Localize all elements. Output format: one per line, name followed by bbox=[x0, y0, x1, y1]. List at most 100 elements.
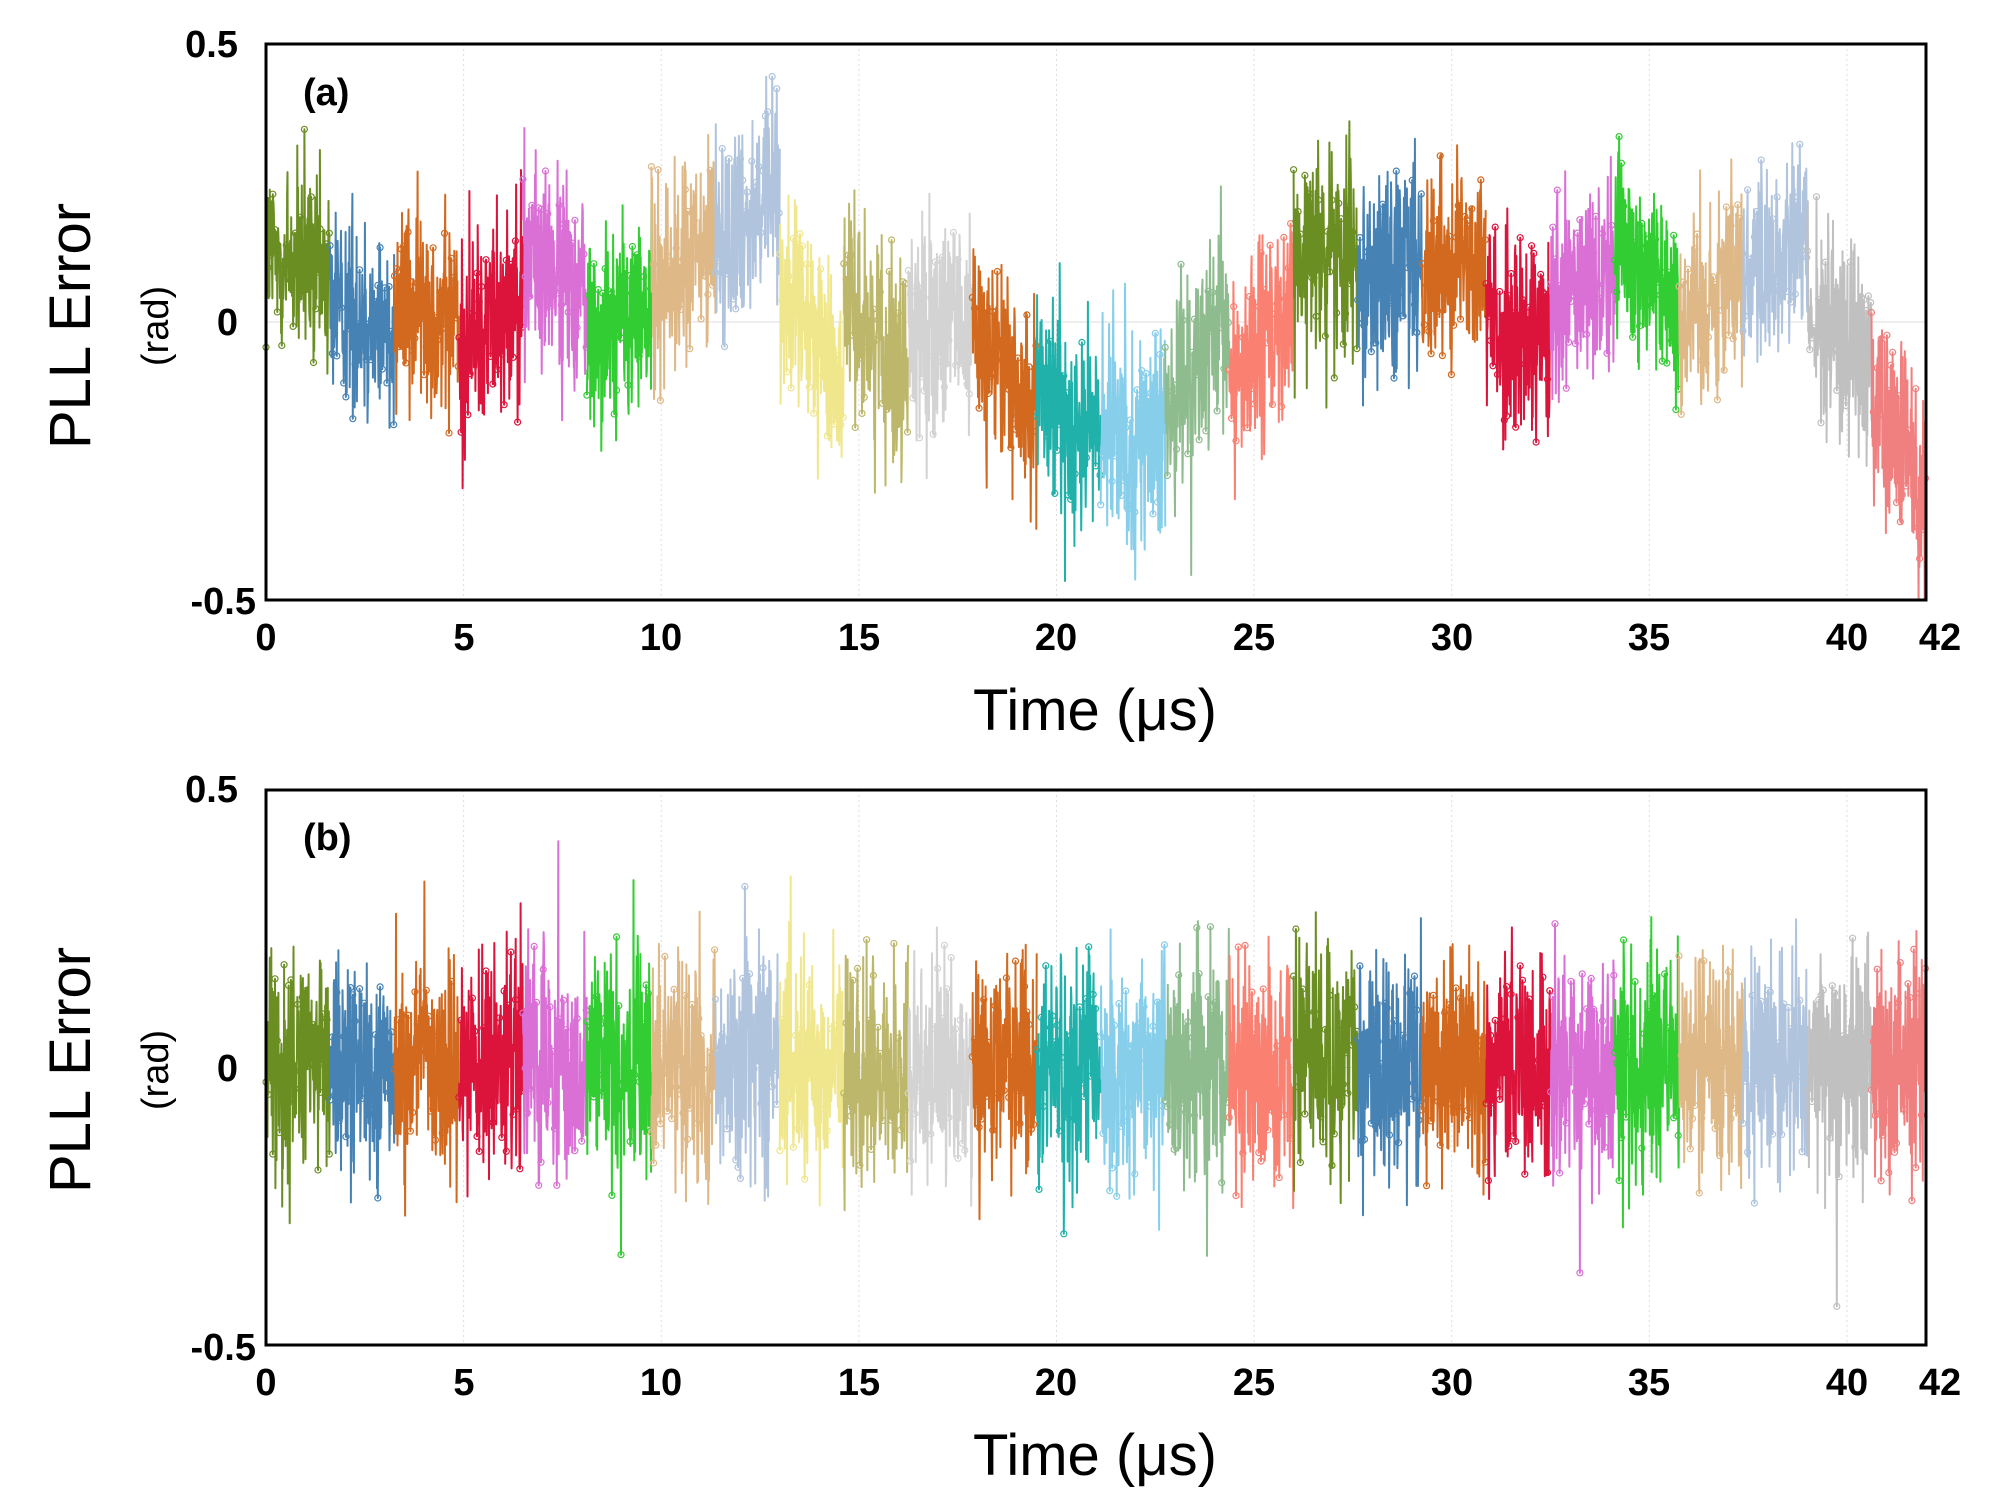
chart-a-data-point bbox=[550, 272, 559, 280]
chart-b-data-point bbox=[1677, 1051, 1685, 1060]
chart-a-data-point bbox=[493, 365, 501, 373]
chart-a-data-point bbox=[1415, 253, 1423, 261]
chart-a-data-point bbox=[847, 251, 855, 259]
chart-b-data-point bbox=[1055, 1127, 1063, 1135]
chart-a-data-point bbox=[1564, 338, 1573, 346]
chart-a-data-point bbox=[1225, 366, 1233, 374]
chart-b-series-segment bbox=[455, 902, 526, 1198]
chart-b-data-point bbox=[1784, 1003, 1793, 1012]
chart-b-data-point bbox=[1261, 1067, 1270, 1075]
chart-b-data-point bbox=[1397, 1053, 1405, 1062]
chart-b-data-point bbox=[1009, 1053, 1017, 1061]
chart-a-data-point bbox=[954, 255, 962, 264]
chart-a-data-point bbox=[654, 166, 662, 174]
chart-b-data-point bbox=[759, 964, 767, 972]
chart-b-data-point bbox=[1541, 1102, 1549, 1110]
chart-b-data-point bbox=[413, 1020, 421, 1028]
chart-b-data-point bbox=[1894, 999, 1903, 1007]
chart-a-data-point bbox=[1651, 236, 1660, 244]
chart-a-data-point bbox=[1716, 270, 1724, 278]
chart-a-series-line bbox=[265, 128, 331, 375]
chart-b-data-point bbox=[1168, 1056, 1176, 1064]
chart-a-data-point bbox=[498, 350, 506, 358]
chart-a-x-tick-label: 30 bbox=[1431, 617, 1473, 659]
chart-b-data-point bbox=[665, 1062, 674, 1070]
chart-a-data-point bbox=[1725, 331, 1733, 339]
chart-b-data-point bbox=[1131, 1170, 1139, 1178]
chart-a-data-point bbox=[571, 216, 579, 224]
chart-b-data-point bbox=[1902, 1088, 1910, 1097]
chart-a-data-point bbox=[580, 250, 588, 258]
chart-a-data-point bbox=[1388, 299, 1396, 307]
chart-b-data-point bbox=[1197, 1031, 1205, 1039]
chart-b-data-point bbox=[1624, 1032, 1632, 1041]
chart-a-data-point bbox=[883, 405, 891, 413]
chart-b-data-point bbox=[1589, 1005, 1598, 1013]
chart-b-data-point bbox=[342, 1133, 350, 1141]
chart-b-data-point bbox=[1871, 1111, 1879, 1120]
chart-b-data-point bbox=[1014, 1086, 1022, 1095]
chart-a-data-point bbox=[431, 314, 439, 322]
chart-b-data-point bbox=[656, 1120, 665, 1128]
chart-a-data-point bbox=[773, 85, 781, 93]
chart-a-data-point bbox=[539, 232, 547, 240]
chart-b-data-point bbox=[1299, 985, 1307, 993]
chart-b-data-point bbox=[933, 964, 942, 973]
chart-b-data-point bbox=[1268, 1051, 1277, 1059]
chart-a-data-point bbox=[427, 301, 435, 309]
chart-b-data-point bbox=[1848, 934, 1857, 942]
chart-a-data-point bbox=[750, 199, 758, 207]
chart-a-data-point bbox=[1645, 235, 1653, 243]
chart-b-data-point bbox=[331, 1091, 339, 1099]
chart-b-data-point bbox=[832, 1030, 840, 1038]
chart-b-data-point bbox=[821, 1054, 829, 1063]
chart-b-data-point bbox=[1468, 1066, 1476, 1074]
chart-b-data-point bbox=[546, 1003, 554, 1011]
chart-b-data-point bbox=[1709, 1054, 1717, 1062]
chart-a-data-point bbox=[502, 256, 510, 264]
chart-b-data-point bbox=[954, 1154, 962, 1162]
chart-b-data-point bbox=[1459, 1061, 1467, 1070]
chart-b-data-point bbox=[931, 1025, 940, 1033]
chart-a-data-point bbox=[1828, 348, 1836, 356]
chart-b-data-point bbox=[376, 983, 384, 991]
chart-b-data-point bbox=[1904, 980, 1912, 988]
chart-b-data-point bbox=[977, 1115, 986, 1123]
chart-b-data-point bbox=[1418, 1106, 1426, 1114]
chart-b-data-point bbox=[681, 991, 689, 1000]
chart-a-series bbox=[262, 72, 1930, 601]
chart-b-data-point bbox=[911, 1110, 919, 1118]
chart-a-data-point bbox=[885, 267, 893, 275]
chart-b-data-point bbox=[1339, 1080, 1347, 1088]
chart-b-data-point bbox=[526, 1084, 534, 1093]
chart-b-data-point bbox=[1610, 971, 1618, 979]
chart-a-data-point bbox=[1252, 364, 1261, 372]
chart-a-data-point bbox=[1465, 222, 1474, 230]
chart-a-data-point bbox=[1711, 280, 1719, 288]
chart-b-data-point bbox=[670, 985, 678, 994]
chart-a-data-point bbox=[670, 292, 678, 300]
chart-b-data-point bbox=[1344, 1089, 1352, 1097]
chart-a-data-point bbox=[606, 291, 614, 299]
chart-b-data-point bbox=[615, 1002, 623, 1010]
chart-b-data-point bbox=[486, 1088, 495, 1097]
chart-b-data-point bbox=[1626, 1051, 1635, 1059]
chart-a-data-point bbox=[1806, 346, 1814, 354]
chart-b-data-point bbox=[269, 1150, 277, 1158]
chart-a-series-segment bbox=[1033, 262, 1104, 582]
chart-a-data-point bbox=[1768, 215, 1777, 223]
chart-a-data-point bbox=[1780, 257, 1788, 265]
chart-a-data-point bbox=[1830, 284, 1839, 292]
chart-a-data-point bbox=[1404, 264, 1412, 272]
chart-a-x-tick-label: 25 bbox=[1233, 617, 1275, 659]
chart-a-data-point bbox=[1417, 190, 1425, 198]
chart-b-data-point bbox=[819, 1080, 827, 1089]
chart-b-data-point bbox=[1089, 990, 1097, 999]
chart-a-data-point bbox=[402, 359, 410, 367]
chart-a-data-point bbox=[287, 276, 295, 284]
chart-b-data-point bbox=[1413, 1006, 1421, 1014]
chart-a-data-point bbox=[1101, 455, 1109, 463]
chart-b-y-tick-label: -0.5 bbox=[191, 1327, 256, 1369]
chart-b-data-point bbox=[568, 1046, 577, 1054]
chart-b-data-point bbox=[1748, 991, 1756, 1000]
